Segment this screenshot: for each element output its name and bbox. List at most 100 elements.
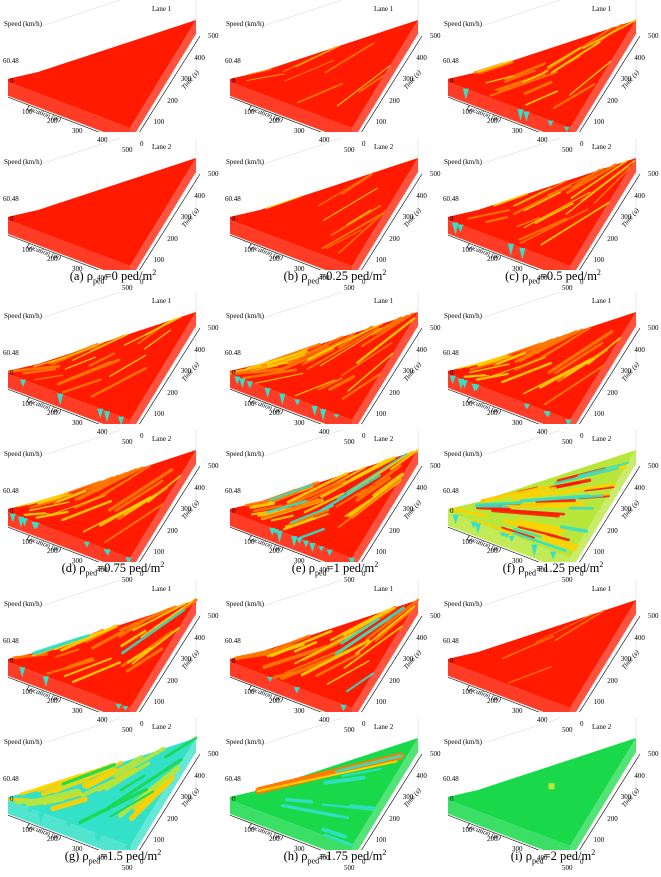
surface-streak — [477, 60, 513, 73]
surface-streak — [582, 19, 637, 50]
z-tick-label: 0 — [10, 369, 14, 377]
lane-label: Lane 2 — [592, 143, 612, 151]
caption-letter: (a) ρ — [69, 269, 93, 284]
surface-side-face — [352, 738, 418, 850]
x-axis — [230, 96, 322, 132]
y-tick-label: 0 — [580, 278, 584, 286]
surface-streak — [265, 499, 307, 514]
lane-label: Lane 1 — [592, 297, 612, 305]
surface-streak — [266, 643, 305, 658]
surface-side-face — [352, 158, 418, 270]
surface-dip — [565, 419, 572, 424]
z-tick-label: 0 — [10, 657, 14, 665]
x-tick-label: 400 — [537, 716, 548, 725]
x-tick-label: 300 — [72, 706, 83, 715]
surface-streak — [266, 353, 298, 366]
surface-plot: Speed (km/h) 60.48 0 Lane 2 100 200 300 400 500 L… — [443, 138, 659, 292]
surface-streak — [347, 352, 394, 392]
lane-label: Lane 2 — [152, 723, 172, 731]
z-axis-label: Speed (km/h) — [444, 20, 482, 28]
caption-superscript: 2 — [599, 560, 604, 569]
surface-streak — [323, 775, 366, 785]
surface-dip — [95, 834, 102, 843]
y-tick-label: 0 — [362, 858, 366, 866]
surface-streak — [113, 755, 143, 776]
surface-svg — [448, 718, 641, 850]
surface-streak — [300, 639, 370, 677]
lane-label: Lane 1 — [152, 585, 172, 593]
surface-streak — [345, 672, 375, 693]
x-tick-label: 100 — [244, 825, 255, 834]
surface-dip — [37, 812, 44, 825]
z-tick-label: 60.48 — [443, 349, 459, 357]
y-axis — [579, 35, 641, 132]
chart-panel: Speed (km/h) 60.48 0 Lane 1 100 200 300 400 500 L… — [225, 580, 441, 872]
surface-streak — [71, 661, 122, 684]
y-tick-label: 200 — [607, 96, 618, 105]
grid-line — [259, 430, 343, 458]
surface-streak — [284, 797, 314, 804]
y-axis — [139, 35, 201, 132]
lane-label: Lane 1 — [374, 585, 394, 593]
surface-streak — [534, 532, 579, 548]
z-tick-label: 60.48 — [3, 57, 19, 65]
surface-front-face — [230, 219, 352, 270]
y-tick-label: 300 — [402, 793, 414, 802]
surface-dip — [27, 808, 34, 814]
surface-side-face — [570, 158, 636, 270]
surface-top — [230, 20, 418, 128]
y-tick-label: 100 — [593, 118, 605, 127]
surface-streak — [104, 761, 151, 791]
y-tick-label: 200 — [389, 388, 400, 397]
surface-streak — [144, 318, 176, 336]
x-tick-label: 100 — [22, 537, 33, 546]
surface-dip — [122, 706, 129, 711]
y-tick-label: 500 — [430, 462, 441, 470]
z-tick-label: 60.48 — [3, 637, 19, 645]
z-tick-label: 60.48 — [225, 195, 241, 203]
surface-streak — [81, 472, 127, 492]
surface-streak — [315, 652, 361, 677]
surface-front-face — [230, 81, 352, 132]
y-tick-label: 100 — [153, 410, 165, 419]
surface-streak — [355, 605, 416, 655]
surface-svg — [8, 0, 201, 132]
surface-top — [8, 600, 196, 708]
y-axis — [579, 753, 641, 850]
surface-streak — [24, 512, 50, 517]
x-tick-label: 300 — [72, 418, 83, 427]
surface-top — [448, 738, 636, 846]
x-tick-label: 500 — [344, 146, 355, 154]
x-tick-label: 100 — [244, 107, 255, 116]
x-tick-label: 300 — [294, 844, 305, 853]
y-tick-label: 100 — [375, 256, 387, 265]
caption-letter: (d) ρ — [61, 561, 86, 576]
surface-dip — [124, 845, 131, 850]
surface-side-face — [570, 738, 636, 850]
x-tick-label: 100 — [462, 107, 473, 116]
y-tick-label: 400 — [416, 633, 427, 642]
surface-streak — [507, 666, 552, 684]
x-tick-label: 300 — [72, 844, 83, 853]
surface-streak — [319, 327, 383, 367]
x-tick-label: 500 — [122, 726, 133, 734]
caption-value: =0.75 ped/m — [97, 561, 161, 576]
surface-top — [448, 600, 636, 708]
surface-streak — [489, 71, 558, 97]
x-axis — [8, 676, 100, 712]
x-tick-label: 300 — [512, 418, 523, 427]
surface-streak — [511, 488, 580, 501]
surface-dip — [311, 405, 318, 416]
x-axis — [230, 676, 322, 712]
y-tick-label: 200 — [167, 814, 178, 823]
y-tick-label: 0 — [140, 858, 144, 866]
surface-svg — [448, 292, 641, 424]
y-tick-label: 0 — [140, 278, 144, 286]
surface-streak — [357, 464, 402, 498]
y-tick-label: 500 — [430, 32, 441, 40]
z-tick-label: 0 — [10, 795, 14, 803]
z-axis-label: Speed (km/h) — [226, 20, 264, 28]
surface-dip — [462, 88, 469, 100]
y-tick-label: 400 — [416, 53, 427, 62]
surface-streak — [514, 330, 578, 363]
